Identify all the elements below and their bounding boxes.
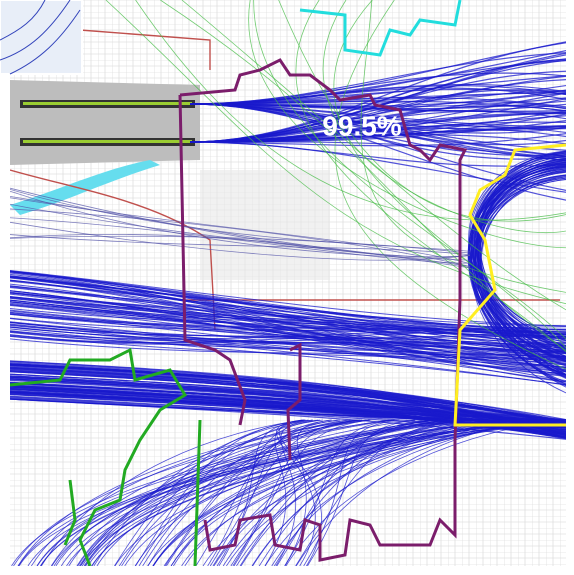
airport	[10, 80, 200, 165]
flight-track	[10, 272, 566, 382]
flight-track	[84, 419, 341, 566]
percent-label: 99.5%	[322, 110, 401, 141]
flight-track	[10, 363, 566, 427]
flight-track	[10, 235, 471, 254]
flight-track	[10, 295, 566, 338]
runway-mark	[23, 102, 192, 105]
inset-tracks	[0, 0, 81, 75]
flight-track	[278, 0, 566, 222]
flight-track	[10, 292, 566, 344]
flight-track	[10, 334, 566, 359]
flight-track	[189, 133, 566, 147]
flight-track	[10, 276, 566, 327]
flight-track	[53, 419, 457, 566]
flight-track	[10, 195, 471, 258]
flight-track	[10, 221, 471, 261]
flight-track	[135, 0, 566, 221]
flight-track	[10, 321, 566, 347]
flight-track	[253, 0, 566, 340]
flight-track	[13, 419, 392, 566]
map-area: 99.5%	[10, 0, 566, 566]
flight-track	[10, 317, 566, 331]
flight-track	[10, 334, 566, 344]
flight-track	[10, 190, 471, 261]
flight-track	[240, 419, 472, 566]
flight-track	[10, 303, 566, 338]
flight-track	[248, 0, 566, 249]
flight-track	[10, 321, 566, 366]
flight-tracks	[10, 0, 566, 566]
flight-track	[10, 377, 566, 424]
flight-track	[10, 313, 566, 362]
flight-track	[10, 299, 566, 372]
runway-mark	[23, 140, 192, 143]
flight-track	[334, 0, 566, 370]
flight-track	[10, 323, 566, 386]
flight-track	[189, 103, 566, 130]
flight-track	[189, 49, 566, 105]
flight-track	[10, 291, 566, 358]
flight-track	[10, 293, 566, 366]
flight-track	[284, 419, 332, 566]
flight-track	[10, 280, 566, 342]
flight-track	[189, 103, 566, 157]
flight-track	[31, 419, 360, 566]
flight-track	[10, 378, 566, 429]
flight-track	[10, 277, 566, 353]
flight-track	[10, 270, 566, 336]
flight-track	[295, 0, 566, 353]
flight-track	[118, 419, 323, 566]
flight-track	[10, 297, 566, 360]
flight-track	[10, 203, 471, 267]
flight-track	[233, 419, 371, 566]
flight-track	[189, 111, 566, 143]
flight-track	[10, 271, 566, 347]
flight-track	[10, 208, 471, 267]
flight-track	[10, 378, 566, 426]
inset-map	[0, 0, 83, 75]
flight-track	[189, 110, 566, 143]
flight-track	[10, 234, 471, 256]
river	[10, 160, 160, 215]
flight-track	[76, 419, 395, 566]
flight-track	[273, 419, 465, 566]
boundary-yellow	[453, 143, 566, 427]
flight-track	[10, 217, 471, 264]
boundary-green	[10, 347, 202, 566]
flight-track	[195, 419, 339, 566]
flight-track	[232, 419, 359, 566]
flight-track	[36, 419, 470, 566]
flight-track	[10, 270, 566, 327]
boundary-purple	[178, 58, 468, 562]
boundary-cyan	[299, 0, 462, 57]
flight-track	[189, 103, 566, 146]
flight-track	[189, 72, 566, 105]
flight-track	[10, 304, 566, 368]
flight-track	[160, 0, 566, 351]
flight-track	[105, 0, 566, 305]
flight-track	[134, 419, 447, 566]
flight-track	[170, 419, 449, 566]
flight-track	[10, 279, 566, 373]
flight-track	[258, 419, 463, 566]
flight-track	[41, 419, 305, 566]
flight-track	[181, 0, 566, 311]
flight-track	[135, 419, 304, 566]
dense-blocks	[200, 170, 330, 280]
flight-track	[10, 311, 566, 383]
flight-track	[10, 338, 566, 358]
flight-track	[189, 110, 566, 143]
flight-track	[10, 318, 566, 368]
